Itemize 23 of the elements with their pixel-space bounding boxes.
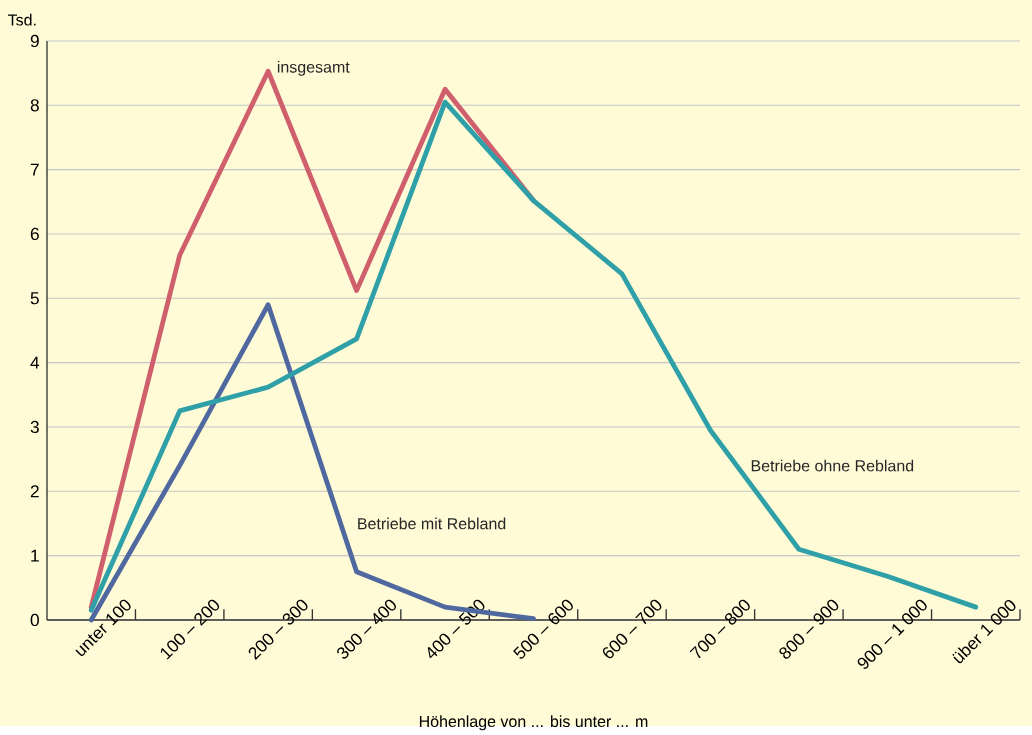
y-tick-label: 5	[30, 292, 39, 305]
series-label: insgesamt	[277, 61, 350, 76]
x-tick-label: 700 – 800	[689, 599, 750, 659]
x-tick-label: 900 – 1 000	[857, 599, 927, 670]
y-tick-label: 0	[30, 613, 39, 627]
y-tick-label: 9	[30, 34, 39, 48]
y-tick-label: 4	[30, 356, 40, 369]
y-axis-title: Tsd.	[7, 14, 36, 26]
series-label: Betriebe mit Rebland	[358, 517, 506, 530]
y-tick-label: 7	[30, 163, 39, 176]
x-tick-label: 100 – 200	[160, 599, 220, 660]
y-tick-label: 3	[30, 420, 39, 434]
y-tick-label: 2	[30, 485, 39, 498]
x-tick-label: 800 – 900	[779, 599, 839, 659]
y-tick-label: 8	[30, 99, 39, 112]
y-tick-label: 1	[31, 549, 39, 562]
x-tick-label: 600 – 700	[602, 599, 662, 659]
x-tick-label: 300 – 400	[337, 599, 396, 659]
y-tick-label: 6	[30, 227, 39, 241]
x-tick-label: 500 – 600	[513, 599, 573, 659]
series-label: Betriebe ohne Rebland	[751, 459, 914, 472]
x-axis-title: Höhenlage von ... bis unter ... m	[419, 715, 648, 731]
x-tick-label: 200 – 300	[248, 599, 308, 661]
